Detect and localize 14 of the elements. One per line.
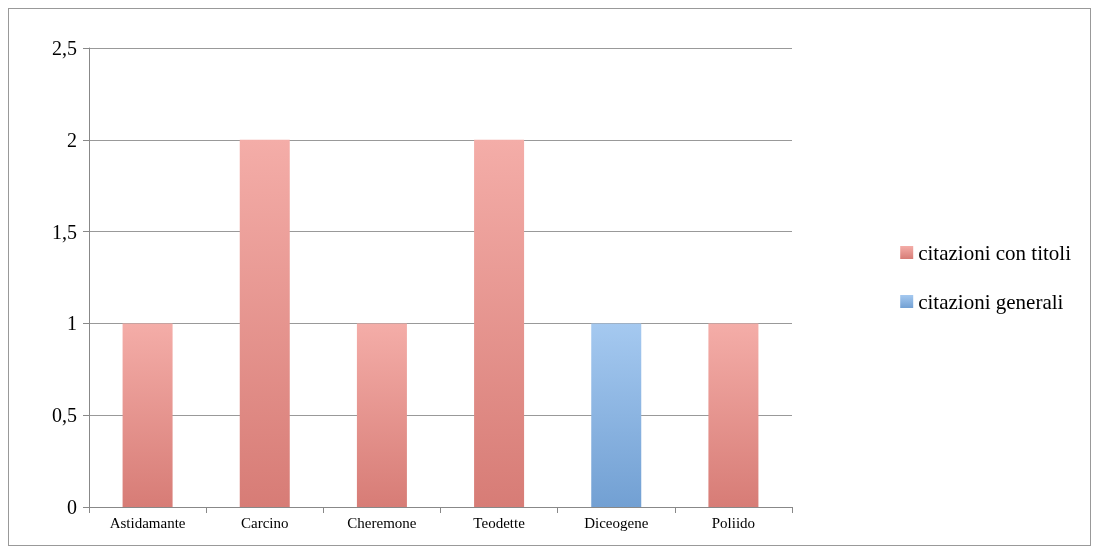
y-tick-label: 0,5 xyxy=(52,404,77,427)
x-tick-label: Poliido xyxy=(711,514,756,531)
legend-label: citazioni generali xyxy=(918,289,1064,314)
x-tick-label: Astidamante xyxy=(109,514,186,531)
y-tick-label: 0 xyxy=(67,496,77,518)
y-tick-label: 1 xyxy=(67,312,77,335)
y-tick-label: 2,5 xyxy=(52,37,77,59)
x-tick-label: Carcino xyxy=(241,514,289,531)
y-tick-label: 2 xyxy=(67,128,77,151)
y-tick-label: 1,5 xyxy=(52,220,77,243)
x-tick-label: Teodette xyxy=(473,514,526,531)
legend-label: citazioni con titoli xyxy=(918,240,1072,265)
x-tick-label: Cheremone xyxy=(347,514,417,531)
x-tick-label: Diceogene xyxy=(584,514,649,531)
